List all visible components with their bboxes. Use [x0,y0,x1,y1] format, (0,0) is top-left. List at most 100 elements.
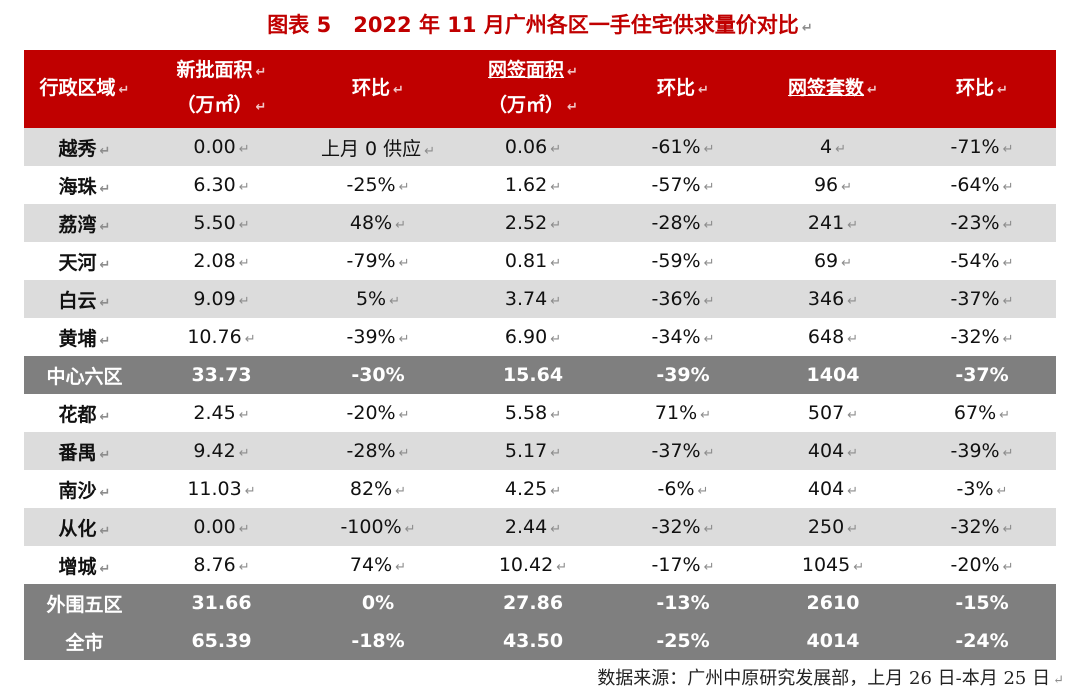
signed-area-cell: 2.52 ↵ [458,204,608,242]
paragraph-mark-icon: ↵ [550,446,562,461]
signed-area-cell: 0.06 ↵ [458,128,608,166]
paragraph-mark-icon: ↵ [395,560,407,575]
paragraph-mark-icon: ↵ [1002,218,1014,233]
header-signed-units-mom: 环比 ↵ [908,50,1056,128]
signed-area-mom-cell: -13% [608,584,758,622]
signed-units-cell: 96 ↵ [758,166,908,204]
signed-area-cell: 0.81 ↵ [458,242,608,280]
citywide-total-row: 全市 65.39 -18% 43.50 -25% 4014 -24% [24,622,1056,660]
data-source-note: 数据来源：广州中原研究发展部，上月 26 日-本月 25 日 ↵ [597,668,1064,689]
paragraph-mark-icon: ↵ [847,446,859,461]
signed-units-mom-cell: -3% ↵ [908,470,1056,508]
signed-area-cell: 5.58 ↵ [458,394,608,432]
paragraph-mark-icon: ↵ [801,21,813,36]
signed-area-cell: 6.90 ↵ [458,318,608,356]
paragraph-mark-icon: ↵ [238,256,250,271]
signed-area-cell: 5.17 ↵ [458,432,608,470]
figure-title-text: 2022 年 11 月广州各区一手住宅供求量价对比 [353,13,799,37]
new-area-mom-cell: 74% ↵ [298,546,458,584]
paragraph-mark-icon: ↵ [550,332,562,347]
signed-units-cell: 1404 [758,356,908,394]
district-cell: 全市 [24,622,145,660]
header-signed-units: 网签套数 ↵ [758,50,908,128]
paragraph-mark-icon: ↵ [99,143,111,159]
signed-units-mom-cell: -54% ↵ [908,242,1056,280]
paragraph-mark-icon: ↵ [404,522,416,537]
new-area-mom-cell: -39% ↵ [298,318,458,356]
paragraph-mark-icon: ↵ [703,218,715,233]
signed-units-cell: 69 ↵ [758,242,908,280]
table-body: 越秀 ↵ 0.00 ↵ 上月 0 供应 ↵ 0.06 ↵ -61% ↵ 4 ↵ -71% ↵ 海珠 ↵ 6.30… [24,128,1056,660]
paragraph-mark-icon: ↵ [996,484,1008,499]
signed-units-cell: 4 ↵ [758,128,908,166]
signed-units-cell: 241 ↵ [758,204,908,242]
signed-units-mom-cell: -20% ↵ [908,546,1056,584]
paragraph-mark-icon: ↵ [238,522,250,537]
paragraph-mark-icon: ↵ [99,485,111,501]
paragraph-mark-icon: ↵ [703,446,715,461]
paragraph-mark-icon: ↵ [703,294,715,309]
signed-units-mom-cell: -32% ↵ [908,508,1056,546]
signed-units-cell: 250 ↵ [758,508,908,546]
paragraph-mark-icon: ↵ [550,522,562,537]
signed-area-cell: 15.64 [458,356,608,394]
new-area-mom-cell: -79% ↵ [298,242,458,280]
paragraph-mark-icon: ↵ [556,560,568,575]
signed-units-cell: 507 ↵ [758,394,908,432]
signed-units-mom-cell: -15% [908,584,1056,622]
paragraph-mark-icon: ↵ [847,294,859,309]
signed-area-mom-cell: -6% ↵ [608,470,758,508]
paragraph-mark-icon: ↵ [703,332,715,347]
new-area-cell: 10.76 ↵ [145,318,298,356]
new-area-cell: 9.42 ↵ [145,432,298,470]
paragraph-mark-icon: ↵ [99,295,111,311]
signed-units-cell: 1045 ↵ [758,546,908,584]
signed-units-mom-cell: -71% ↵ [908,128,1056,166]
signed-units-mom-cell: -37% [908,356,1056,394]
table-row: 荔湾 ↵ 5.50 ↵ 48% ↵ 2.52 ↵ -28% ↵ 241 ↵ -23% ↵ [24,204,1056,242]
new-area-cell: 9.09 ↵ [145,280,298,318]
signed-area-mom-cell: -17% ↵ [608,546,758,584]
district-cell: 外围五区 [24,584,145,622]
signed-units-cell: 404 ↵ [758,432,908,470]
paragraph-mark-icon: ↵ [853,560,865,575]
signed-units-cell: 4014 [758,622,908,660]
paragraph-mark-icon: ↵ [703,142,715,157]
header-new-area-mom: 环比 ↵ [298,50,458,128]
district-cell: 越秀 ↵ [24,128,145,166]
header-signed-area: 网签面积 ↵ （万㎡） ↵ [458,50,608,128]
table-row: 越秀 ↵ 0.00 ↵ 上月 0 供应 ↵ 0.06 ↵ -61% ↵ 4 ↵ -71% ↵ [24,128,1056,166]
paragraph-mark-icon: ↵ [99,561,111,577]
paragraph-mark-icon: ↵ [99,523,111,539]
signed-area-mom-cell: 71% ↵ [608,394,758,432]
paragraph-mark-icon: ↵ [550,218,562,233]
district-cell: 南沙 ↵ [24,470,145,508]
paragraph-mark-icon: ↵ [703,256,715,271]
paragraph-mark-icon: ↵ [550,180,562,195]
paragraph-mark-icon: ↵ [703,560,715,575]
district-cell: 天河 ↵ [24,242,145,280]
table-row: 花都 ↵ 2.45 ↵ -20% ↵ 5.58 ↵ 71% ↵ 507 ↵ 67% ↵ [24,394,1056,432]
table-row: 黄埔 ↵ 10.76 ↵ -39% ↵ 6.90 ↵ -34% ↵ 648 ↵ -32% ↵ [24,318,1056,356]
paragraph-mark-icon: ↵ [398,446,410,461]
signed-area-mom-cell: -32% ↵ [608,508,758,546]
new-area-mom-cell: 82% ↵ [298,470,458,508]
signed-units-mom-cell: -37% ↵ [908,280,1056,318]
new-area-mom-cell: 上月 0 供应 ↵ [298,128,458,166]
signed-units-mom-cell: -24% [908,622,1056,660]
signed-area-mom-cell: -39% [608,356,758,394]
new-area-mom-cell: -28% ↵ [298,432,458,470]
new-area-mom-cell: 0% [298,584,458,622]
district-cell: 黄埔 ↵ [24,318,145,356]
paragraph-mark-icon: ↵ [703,522,715,537]
signed-units-cell: 404 ↵ [758,470,908,508]
new-area-cell: 2.45 ↵ [145,394,298,432]
header-new-area: 新批面积 ↵ （万㎡） ↵ [145,50,298,128]
paragraph-mark-icon: ↵ [550,294,562,309]
signed-units-cell: 648 ↵ [758,318,908,356]
signed-units-cell: 2610 [758,584,908,622]
district-cell: 番禺 ↵ [24,432,145,470]
paragraph-mark-icon: ↵ [1002,522,1014,537]
new-area-mom-cell: -25% ↵ [298,166,458,204]
paragraph-mark-icon: ↵ [238,408,250,423]
